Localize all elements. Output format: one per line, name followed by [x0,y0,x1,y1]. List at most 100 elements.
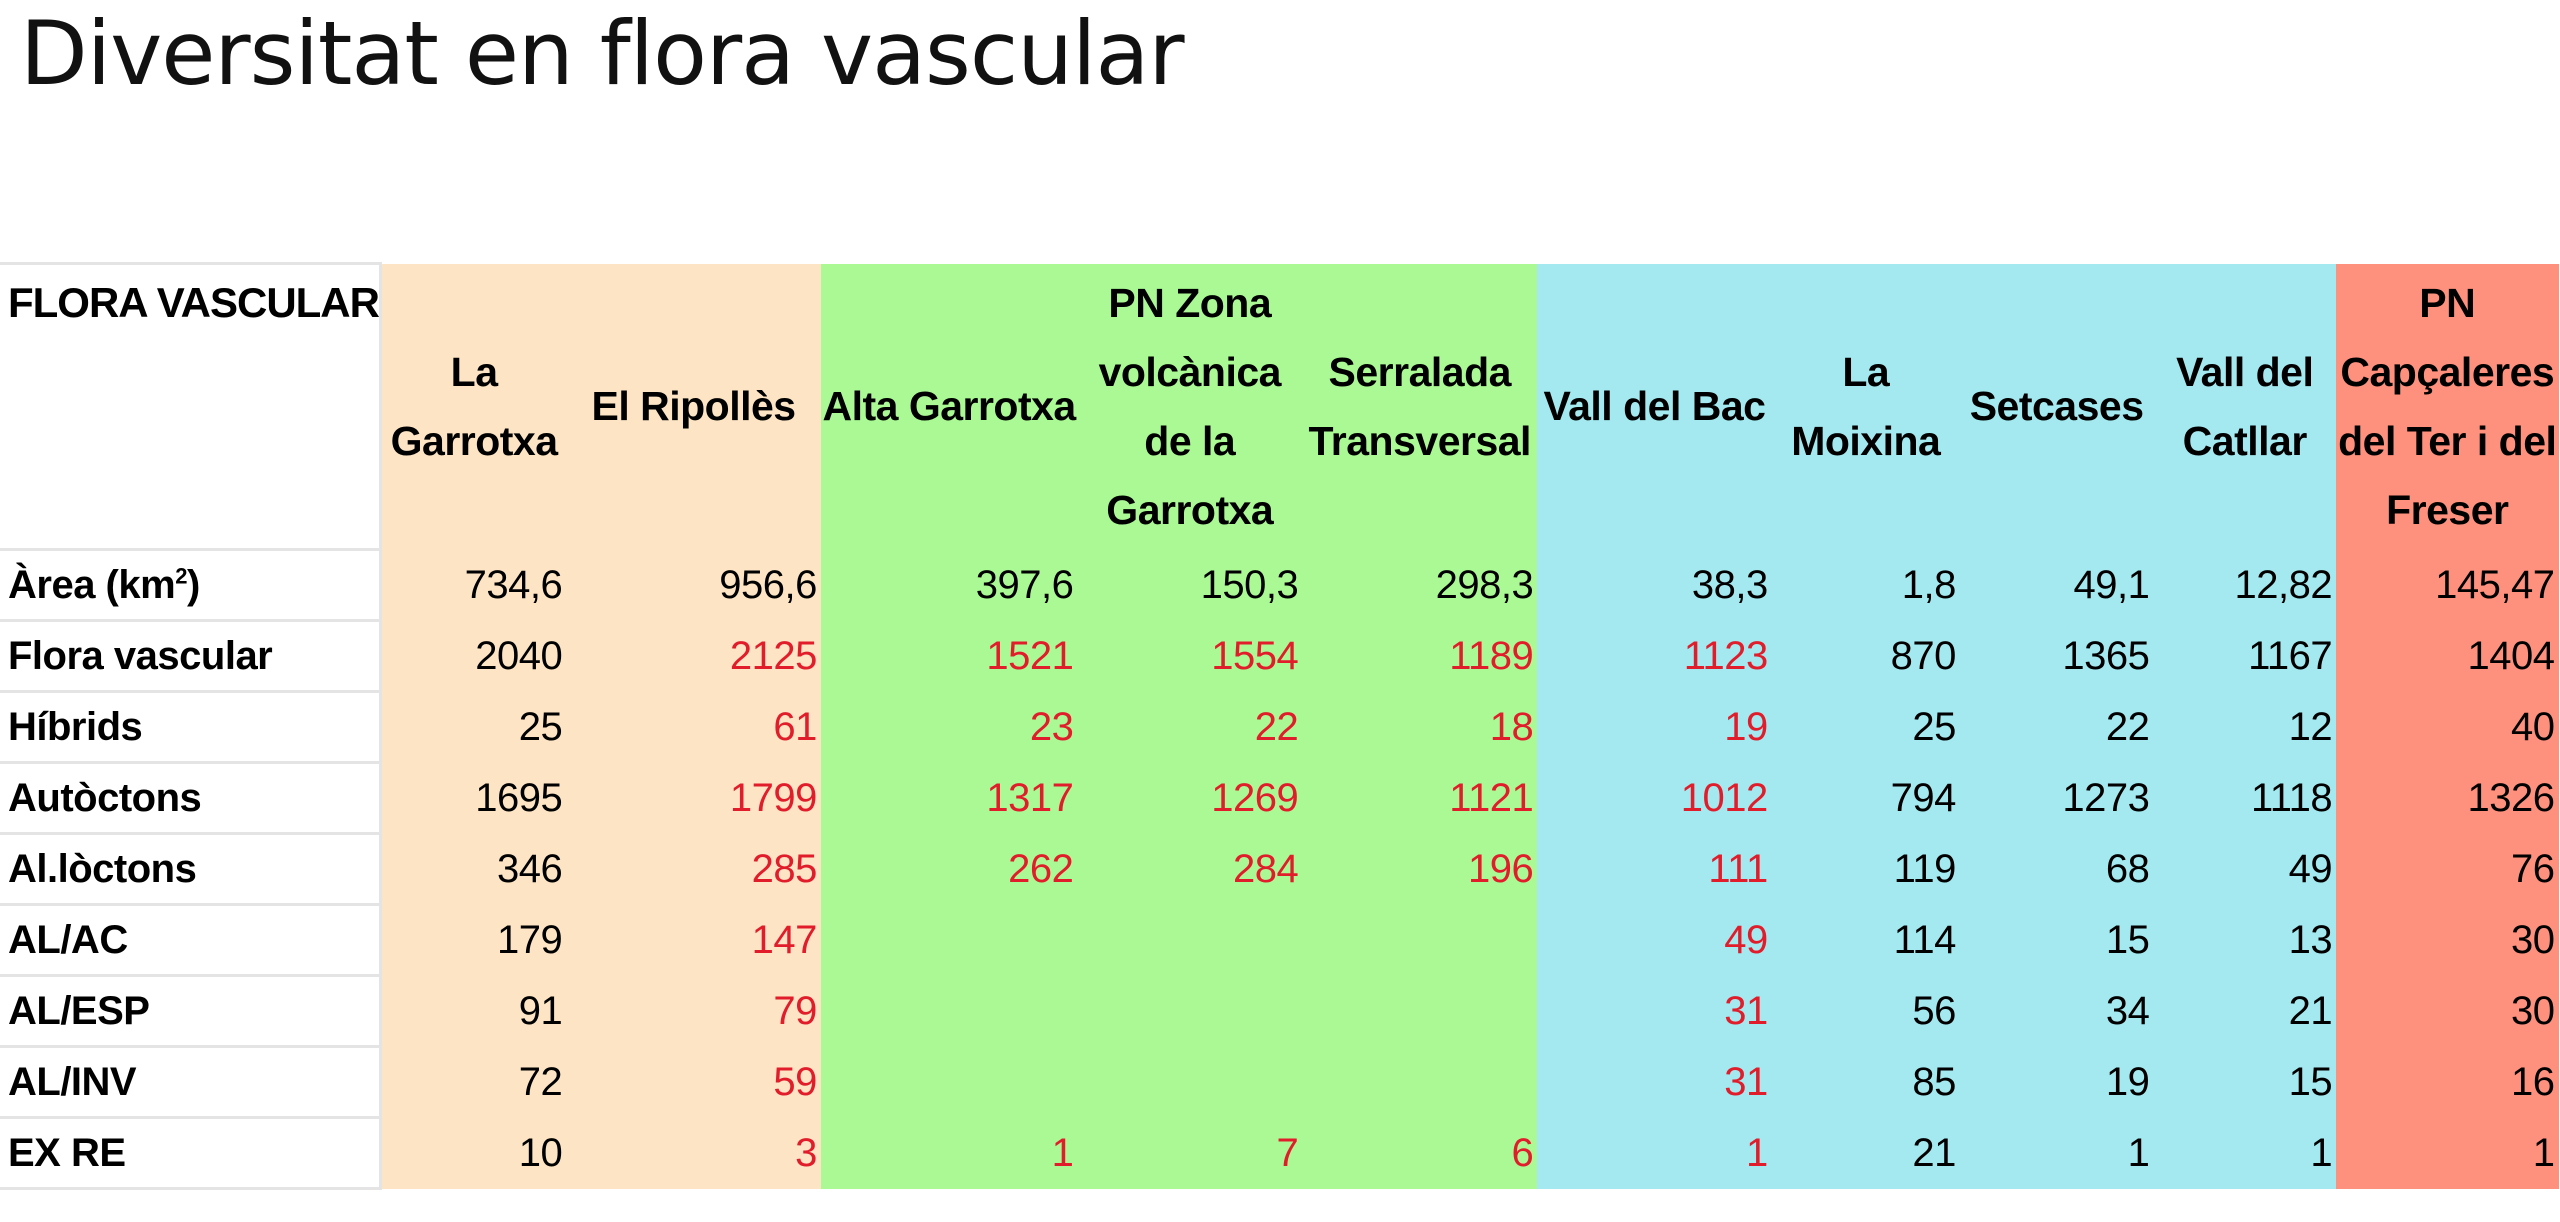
cell-value: 3 [795,1130,817,1175]
table-cell: 25 [380,691,567,763]
column-header: El Ripollès [566,263,821,550]
table-cell: 1521 [820,620,1078,692]
row-label-text: Al.lòctons [8,846,197,891]
table-cell: 1365 [1959,620,2154,692]
cell-value: 12,82 [2234,562,2333,607]
table-cell: 61 [566,691,821,763]
column-header-label: PN Zona volcànica de la Garrotxa [1098,279,1282,533]
table-cell: 21 [1771,1117,1960,1189]
column-header: Setcases [1959,263,2154,550]
cell-value: 49 [1724,917,1768,962]
table-cell: 3 [566,1117,821,1189]
cell-value: 16 [2511,1059,2555,1104]
cell-value [1298,989,1302,1033]
column-header-label: Vall del Catllar [2176,348,2314,464]
column-header-label: Serralada Transversal [1308,348,1532,464]
table-cell [1077,975,1303,1047]
table-cell: 179 [380,904,567,976]
table-cell [1302,904,1538,976]
cell-value: 794 [1890,775,1957,820]
cell-value: 284 [1232,846,1299,891]
cell-value: 12 [2288,704,2333,749]
table-cell: 1 [1537,1117,1772,1189]
table-cell: 111 [1537,833,1772,905]
cell-value [1533,918,1537,962]
table-row: Àrea (km2) 734,6 956,6 397,6 150,3 298,3 38,3 1… [0,549,2559,622]
column-header-label: Vall del Bac [1543,383,1766,429]
table-cell: 18 [1302,691,1538,763]
column-header-label: La Moixina [1791,348,1941,464]
table-cell: 22 [1077,691,1303,763]
cell-value: 38,3 [1691,562,1768,607]
table-cell: 1123 [1537,620,1772,692]
cell-value: 19 [2105,1059,2150,1104]
corner-label: FLORA VASCULAR [8,279,379,326]
cell-value [1298,918,1302,962]
table-cell: 284 [1077,833,1303,905]
table-row: AL/AC 179 147 49 114 15 13 30 [0,904,2559,977]
table-row: AL/ESP 91 79 31 56 34 21 30 [0,975,2559,1048]
column-header-label: El Ripollès [591,383,797,429]
cell-value: 91 [518,988,563,1033]
cell-value: 49 [2288,846,2333,891]
row-label: EX RE [0,1131,126,1175]
row-label-cell: Àrea (km2) [0,549,382,622]
cell-value: 1799 [729,775,817,820]
cell-value: 30 [2511,988,2555,1033]
table-cell: 34 [1959,975,2154,1047]
cell-value: 346 [496,846,563,891]
cell-value: 40 [2511,704,2555,749]
cell-value: 298,3 [1435,562,1534,607]
cell-value [1298,1060,1302,1104]
row-label: Al.lòctons [0,846,197,891]
cell-value: 145,47 [2435,562,2555,607]
cell-value: 7 [1276,1130,1299,1175]
cell-value [1533,1060,1537,1104]
row-label: AL/INV [0,1060,137,1104]
cell-value: 6 [1511,1130,1534,1175]
cell-value [1073,989,1077,1033]
table-cell: 734,6 [380,549,567,621]
table-row: Flora vascular 2040 2125 1521 1554 1189 1123 87… [0,620,2559,693]
table-cell: 10 [380,1117,567,1189]
cell-value: 59 [773,1059,817,1104]
table-cell: 15 [2153,1046,2337,1118]
table-cell: 56 [1771,975,1960,1047]
cell-value: 22 [2105,704,2150,749]
table-cell: 40 [2336,691,2559,763]
table-cell: 22 [1959,691,2154,763]
table-cell: 49 [1537,904,1772,976]
cell-value: 1118 [2251,775,2333,820]
cell-value: 119 [1893,846,1957,891]
table-cell: 2125 [566,620,821,692]
table-cell: 1326 [2336,762,2559,834]
cell-value: 31 [1724,1059,1768,1104]
cell-value: 85 [1912,1059,1956,1104]
row-label-suffix: ) [186,562,200,607]
table-cell [820,1046,1078,1118]
cell-value: 15 [2105,917,2150,962]
row-label-text: Híbrids [8,704,143,749]
table-cell: 23 [820,691,1078,763]
row-label-text: AL/ESP [8,988,150,1033]
cell-value: 1012 [1680,775,1768,820]
column-header: Vall del Catllar [2153,263,2337,550]
table-cell: 1269 [1077,762,1303,834]
cell-value: 1 [2127,1130,2150,1175]
row-label-text: EX RE [8,1130,126,1175]
column-header: Serralada Transversal [1302,263,1538,550]
table-cell [1077,904,1303,976]
cell-value: 19 [1724,704,1768,749]
row-label-superscript: 2 [175,563,187,589]
table-cell: 49 [2153,833,2337,905]
column-header: PN Capçaleres del Ter i del Freser [2336,263,2559,550]
cell-value: 196 [1468,846,1534,891]
cell-value: 1 [2310,1130,2333,1175]
table-cell: 196 [1302,833,1538,905]
column-header: La Moixina [1771,263,1960,550]
cell-value: 1 [1745,1130,1768,1175]
table-cell: 13 [2153,904,2337,976]
column-header: PN Zona volcànica de la Garrotxa [1077,263,1303,550]
cell-value: 30 [2511,917,2555,962]
cell-value: 34 [2105,988,2150,1033]
